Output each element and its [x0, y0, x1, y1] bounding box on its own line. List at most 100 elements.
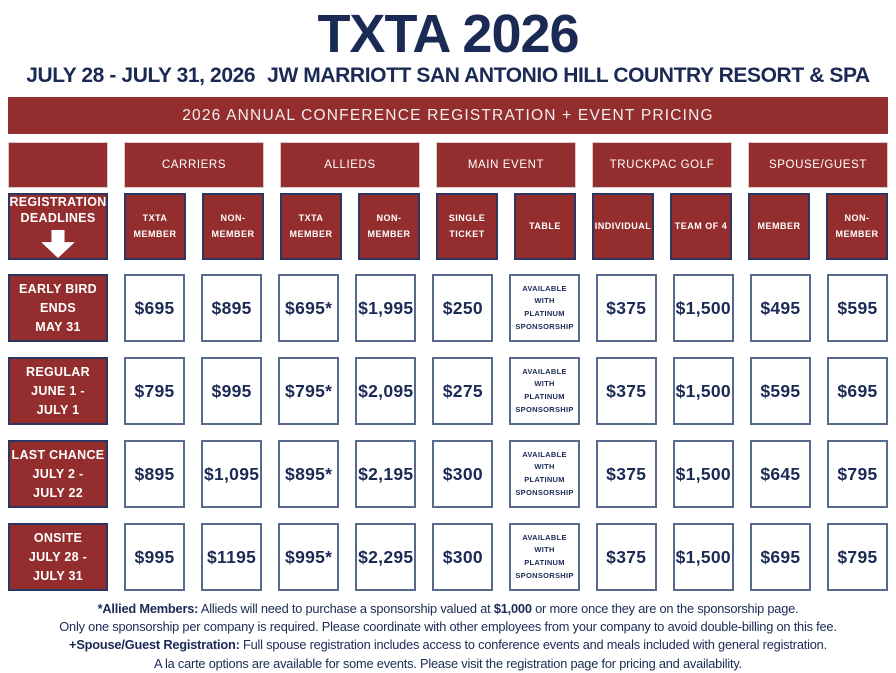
column-header-label: TXTA MEMBER — [133, 213, 177, 239]
price-cell: $375 — [595, 440, 657, 509]
price-cell: $250 — [432, 274, 494, 343]
row-label-regular: REGULAR JUNE 1 - JULY 1 — [8, 357, 108, 426]
price-cell: $695 — [826, 357, 888, 426]
price-cell: $995* — [278, 523, 340, 592]
footnote-text: or more once they are on the sponsorship… — [531, 601, 799, 617]
row-label-text: LAST CHANCE JULY 2 - JULY 22 — [11, 448, 105, 500]
column-header-label: SINGLE TICKET — [448, 213, 486, 239]
column-header-single-ticket: SINGLE TICKET — [436, 193, 498, 261]
price-cell: $795 — [826, 440, 888, 509]
category-header-allieds: ALLIEDS — [280, 142, 420, 189]
category-header-truckpac-golf: TRUCKPAC GOLF — [592, 142, 732, 189]
column-header-table: TABLE — [514, 193, 576, 261]
footnote-bold-text: +Spouse/Guest Registration: — [69, 637, 240, 653]
price-cell: $1,500 — [672, 357, 734, 426]
footnote-line: A la carte options are available for som… — [8, 655, 888, 673]
registration-deadlines-label: REGISTRATION DEADLINES — [9, 195, 107, 225]
footnote-text: A la carte options are available for som… — [154, 655, 742, 671]
pricing-row-regular: REGULAR JUNE 1 - JULY 1 $795 $995 $795* $2,0… — [8, 357, 888, 426]
price-cell: $1,500 — [672, 274, 734, 343]
price-cell: $795* — [278, 357, 340, 426]
price-cell: $895* — [278, 440, 340, 509]
row-label-last-chance: LAST CHANCE JULY 2 - JULY 22 — [8, 440, 108, 509]
page-title: TXTA 2026 — [317, 4, 579, 64]
price-cell: $1,500 — [672, 523, 734, 592]
column-header-txta-member: TXTA MEMBER — [280, 193, 342, 261]
price-cell: $1195 — [201, 523, 263, 592]
price-cell: $895 — [201, 274, 263, 343]
category-header-spouse-guest: SPOUSE/GUEST — [748, 142, 888, 189]
row-label-text: ONSITE JULY 28 - JULY 31 — [28, 531, 88, 583]
price-cell: $595 — [749, 357, 811, 426]
down-arrow-icon — [39, 226, 77, 259]
price-cell: $995 — [201, 357, 263, 426]
price-cell: $795 — [826, 523, 888, 592]
category-header-main-event: MAIN EVENT — [436, 142, 576, 189]
category-header-carriers: CARRIERS — [124, 142, 264, 189]
price-cell: $695* — [278, 274, 340, 343]
footnote-text: Only one sponsorship per company is requ… — [59, 619, 837, 635]
column-header-label: MEMBER — [757, 221, 801, 232]
price-cell: $1,995 — [355, 274, 417, 343]
footnote-line: *Allied Members: Allieds will need to pu… — [8, 600, 888, 618]
price-cell: $375 — [595, 523, 657, 592]
price-cell: $300 — [432, 523, 494, 592]
price-cell: $375 — [595, 357, 657, 426]
price-cell: $300 — [432, 440, 494, 509]
footnote-bold-text: *Allied Members: — [97, 601, 199, 617]
pricing-row-last-chance: LAST CHANCE JULY 2 - JULY 22 $895 $1,095 $8… — [8, 440, 888, 509]
price-cell: $1,500 — [672, 440, 734, 509]
row-label-text: REGULAR JUNE 1 - JULY 1 — [26, 365, 90, 417]
footnote-text: Full spouse registration includes access… — [239, 637, 827, 653]
column-header-label: TXTA MEMBER — [289, 213, 333, 239]
row-label-early-bird: EARLY BIRD ENDS MAY 31 — [8, 274, 108, 343]
column-header-label: TEAM OF 4 — [674, 221, 728, 232]
footnote-line: +Spouse/Guest Registration: Full spouse … — [8, 636, 888, 654]
footnotes: *Allied Members: Allieds will need to pu… — [8, 600, 888, 673]
price-cell: $375 — [595, 274, 657, 343]
pricing-banner: 2026 ANNUAL CONFERENCE REGISTRATION + EV… — [8, 97, 888, 135]
row-label-onsite: ONSITE JULY 28 - JULY 31 — [8, 523, 108, 592]
price-cell: $495 — [749, 274, 811, 343]
price-cell: $2,295 — [355, 523, 417, 592]
column-header-non-member: NON- MEMBER — [358, 193, 420, 261]
column-header-txta-member: TXTA MEMBER — [124, 193, 186, 261]
column-header-individual: INDIVIDUAL — [592, 193, 654, 261]
column-header-non-member: NON- MEMBER — [826, 193, 888, 261]
price-cell: $695 — [124, 274, 186, 343]
column-header-non-member: NON- MEMBER — [202, 193, 264, 261]
price-cell: $275 — [432, 357, 494, 426]
price-cell: $695 — [749, 523, 811, 592]
event-subtitle: JULY 28 - JULY 31, 2026 JW MARRIOTT SAN A… — [8, 64, 888, 88]
column-header-member: MEMBER — [748, 193, 810, 261]
column-header-label: TABLE — [529, 221, 561, 232]
column-header-row: REGISTRATION DEADLINES TXTA MEMBER NON- ME… — [8, 193, 888, 261]
event-dates: JULY 28 - JULY 31, 2026 — [26, 64, 256, 88]
pricing-table-body: EARLY BIRD ENDS MAY 31 $695 $895 $695* $1,99… — [8, 274, 888, 592]
event-venue: JW MARRIOTT SAN ANTONIO HILL COUNTRY RES… — [267, 64, 870, 88]
column-header-label: NON- MEMBER — [367, 213, 411, 239]
registration-deadlines-header: REGISTRATION DEADLINES — [8, 193, 108, 261]
column-header-label: NON- MEMBER — [211, 213, 255, 239]
category-header-row: CARRIERS ALLIEDS MAIN EVENT TRUCKPAC GOLF SP… — [8, 142, 888, 189]
price-cell: $645 — [749, 440, 811, 509]
price-cell: $895 — [124, 440, 186, 509]
price-cell: $2,095 — [355, 357, 417, 426]
price-cell: $795 — [124, 357, 186, 426]
column-header-label: INDIVIDUAL — [594, 221, 652, 232]
row-label-text: EARLY BIRD ENDS MAY 31 — [18, 282, 98, 334]
price-cell: $1,095 — [201, 440, 263, 509]
price-cell: $2,195 — [355, 440, 417, 509]
sponsorship-note-cell: AVAILABLE WITH PLATINUM SPONSORSHIP — [509, 440, 580, 509]
pricing-row-early-bird: EARLY BIRD ENDS MAY 31 $695 $895 $695* $1,99… — [8, 274, 888, 343]
column-header-team-of-4: TEAM OF 4 — [670, 193, 732, 261]
price-cell: $595 — [826, 274, 888, 343]
price-cell: $995 — [124, 523, 186, 592]
sponsorship-note-cell: AVAILABLE WITH PLATINUM SPONSORSHIP — [509, 274, 580, 343]
pricing-row-onsite: ONSITE JULY 28 - JULY 31 $995 $1195 $995* $2… — [8, 523, 888, 592]
category-corner-box — [8, 142, 108, 189]
footnote-line: Only one sponsorship per company is requ… — [8, 618, 888, 636]
column-header-label: NON- MEMBER — [835, 213, 879, 239]
sponsorship-note-cell: AVAILABLE WITH PLATINUM SPONSORSHIP — [509, 523, 580, 592]
